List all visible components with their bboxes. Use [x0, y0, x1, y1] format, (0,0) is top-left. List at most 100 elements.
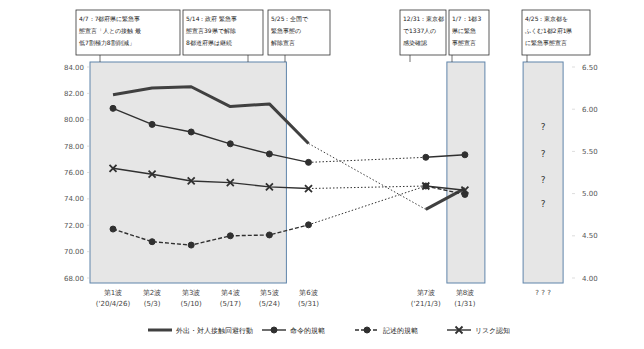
plot-area [110, 87, 469, 248]
y-tick [87, 198, 90, 199]
point [266, 183, 273, 190]
chart: 68.0070.0072.0074.0076.0078.0080.0082.00… [0, 0, 644, 349]
point [188, 129, 194, 135]
point [305, 185, 312, 192]
annotation-pointer [285, 55, 286, 62]
point [149, 121, 155, 127]
x-tick-label: 第4波(5/17) [220, 289, 241, 308]
x-tick-label: 第6波(5/31) [298, 289, 319, 308]
legend-label: 命令的規範 [290, 327, 325, 335]
gap-bridge [309, 157, 426, 162]
x-tick-label: 第7波('21/1/3) [411, 289, 441, 308]
point [149, 239, 155, 245]
annotation-text: 12/31：東京都 [403, 15, 444, 22]
y2-tick [572, 109, 575, 110]
legend-swatch [148, 329, 172, 332]
period-shade [523, 62, 563, 283]
series-line [113, 108, 309, 162]
series-line [113, 225, 309, 245]
point [266, 151, 272, 157]
annotation-text: 態宣言39県で解除 [185, 27, 236, 34]
placeholder: ? [541, 122, 546, 132]
annotation-box [183, 10, 263, 55]
y-tick-label: 68.00 [64, 275, 84, 283]
annotation-text: 4/7：7都府県に緊急事 [79, 15, 140, 22]
y2-tick-label: 5.50 [582, 148, 598, 156]
point [271, 327, 277, 333]
annotation-pointer [248, 55, 249, 62]
y-tick [87, 278, 90, 279]
placeholder: ? [541, 175, 546, 185]
y2-tick-label: 6.50 [582, 64, 598, 72]
annotation-pointer [100, 55, 101, 62]
y-tick [87, 172, 90, 173]
x-tick-label: 第2波(5/3) [143, 289, 161, 308]
series-line [113, 87, 309, 144]
y2-tick [572, 193, 575, 194]
point [462, 152, 468, 158]
y-tick-label: 70.00 [64, 248, 84, 256]
legend-label: 記述的規範 [383, 327, 418, 335]
series-line [426, 186, 465, 194]
point [227, 179, 234, 186]
annotation-text: 低7割極力8割削減」 [79, 39, 135, 46]
series-line [426, 155, 465, 158]
point [227, 141, 233, 147]
point [266, 232, 272, 238]
annotation-pointer [527, 55, 528, 62]
placeholder: ? [541, 149, 546, 159]
point [149, 171, 156, 178]
y-tick-label: 78.00 [64, 143, 84, 151]
y-tick-label: 80.00 [64, 116, 84, 124]
point [110, 165, 117, 172]
y-tick [87, 93, 90, 94]
annotation-text: 8都道府県は継続 [186, 39, 232, 46]
point [456, 327, 463, 334]
annotation-text: 緊急事態の [271, 27, 301, 34]
point [188, 177, 195, 184]
point [306, 222, 312, 228]
y-tick-label: 76.00 [64, 169, 84, 177]
point [110, 226, 116, 232]
y-tick-label: 84.00 [64, 64, 84, 72]
y-tick-label: 74.00 [64, 195, 84, 203]
y2-tick [572, 278, 575, 279]
y-tick [87, 119, 90, 120]
annotation-text: 事態宣言 [452, 39, 476, 46]
x-tick-label: 第1波('20/4/26) [96, 289, 131, 308]
annotation-text: で1337人の [403, 27, 436, 34]
annotation-text: 感染確認 [403, 39, 427, 46]
y-tick [87, 251, 90, 252]
annotation-text: 解除宣言 [271, 39, 295, 46]
y2-tick-label: 4.50 [582, 232, 598, 240]
x-tick-label: 第3波(5/10) [181, 289, 202, 308]
y2-tick [572, 67, 575, 68]
annotation-box [400, 10, 446, 55]
annotation-pointer [410, 55, 411, 62]
annotation-text: 5/25：全国で [271, 15, 309, 22]
annotation-text: に緊急事態宣言 [525, 39, 567, 46]
y-tick [87, 225, 90, 226]
point [306, 159, 312, 165]
y-tick [87, 67, 90, 68]
annotation-pointer [452, 55, 453, 62]
point [227, 233, 233, 239]
annotation-text: 4/25：東京都を [525, 15, 568, 22]
series-line [426, 186, 465, 190]
annotation-text: 5/14：政府 緊急事 [186, 15, 237, 22]
y-tick [87, 146, 90, 147]
annotation-box [449, 10, 489, 55]
period-shade [90, 62, 286, 283]
annotation-text: ふくむ1都2府1県 [524, 27, 572, 35]
annotation-box [76, 10, 180, 55]
legend-label: 外出・対人接触回避行動 [176, 327, 253, 335]
point [188, 242, 194, 248]
point [110, 105, 116, 111]
x-tick-label: ? ? ? [535, 289, 551, 297]
gap-bridge [309, 186, 426, 225]
legend-label: リスク認知 [475, 327, 510, 335]
annotation-text: 態宣言「人との接触 最 [78, 27, 141, 34]
annotation-text: 県に緊急 [452, 27, 476, 34]
series-line [426, 188, 465, 209]
point [364, 327, 370, 333]
